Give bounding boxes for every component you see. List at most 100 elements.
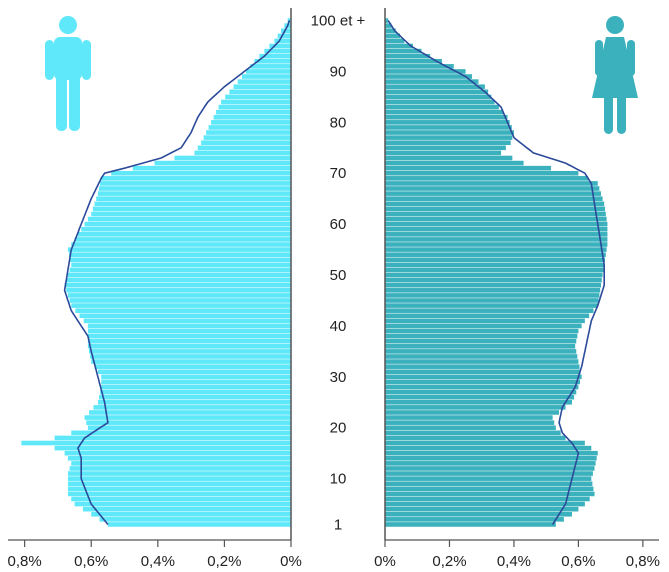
men-bar-age-56 (71, 242, 292, 247)
men-bar-age-2 (99, 517, 291, 522)
men-bar-age-90 (246, 69, 291, 74)
men-bar-age-38 (87, 333, 291, 339)
men-bar-age-61 (87, 216, 291, 222)
women-bar-age-84 (385, 99, 495, 105)
men-bar-age-69 (101, 176, 291, 181)
women-bar-age-17 (385, 440, 585, 446)
men-bar-age-48 (64, 282, 291, 288)
men-outline-line (63, 20, 291, 526)
women-bar-age-34 (385, 354, 578, 359)
women-bar-age-46 (385, 293, 600, 298)
women-bar-age-35 (385, 349, 577, 354)
age-axis-label: 100 et + (311, 13, 366, 30)
women-bar-age-72 (385, 160, 524, 166)
men-bar-age-78 (206, 130, 291, 135)
men-bar-age-43 (75, 308, 291, 313)
men-bar-age-73 (174, 155, 291, 161)
men-bar-age-57 (74, 237, 292, 242)
men-bar-age-15 (64, 450, 291, 456)
men-bar-age-21 (86, 420, 291, 425)
men-bar-age-88 (237, 79, 291, 84)
age-axis-label: 30 (330, 369, 347, 386)
women-bar-age-88 (385, 79, 479, 84)
women-bar-age-32 (385, 364, 580, 369)
men-bar-age-37 (87, 338, 291, 344)
women-bar-age-86 (385, 89, 489, 95)
men-bar-age-47 (66, 288, 291, 293)
women-bar-age-65 (385, 196, 603, 201)
age-axis-label: 80 (330, 114, 347, 131)
women-bar-age-23 (385, 410, 560, 415)
women-bar-age-55 (385, 247, 607, 252)
men-bar-age-71 (132, 165, 291, 171)
women-bar-age-15 (385, 450, 598, 456)
men-bar-age-1 (107, 522, 291, 527)
men-bar-age-58 (77, 232, 291, 237)
women-bar-age-94 (385, 48, 422, 54)
women-bar-age-68 (385, 181, 598, 186)
women-bar-age-81 (385, 114, 508, 120)
women-bar-age-33 (385, 359, 579, 364)
axes-group: 0,8% 0,6% 0,4% 0,2% 0% 0% 0,2% 0,4% 0,6% 0,8% (8, 8, 660, 570)
men-bar-age-67 (99, 186, 291, 191)
women-bar-age-21 (385, 420, 555, 425)
men-bar-age-28 (101, 384, 291, 390)
men-bar-age-4 (82, 506, 291, 512)
men-bar-age-26 (99, 394, 291, 400)
men-x-tick-label: 0,8% (8, 553, 42, 570)
men-bar-age-27 (100, 389, 291, 395)
age-axis-label: 10 (330, 471, 347, 488)
women-bar-age-43 (385, 308, 594, 313)
women-bar-age-6 (385, 496, 590, 502)
women-bar-age-47 (385, 288, 601, 293)
men-bar-age-32 (94, 364, 292, 369)
women-bar-age-49 (385, 277, 602, 283)
men-bar-age-54 (69, 252, 291, 257)
men-bar-age-91 (250, 64, 291, 69)
men-bar-age-46 (67, 293, 291, 298)
women-bar-age-44 (385, 303, 598, 308)
women-bar-age-74 (385, 150, 502, 156)
men-bar-age-7 (67, 491, 291, 497)
men-bar-age-36 (87, 344, 291, 349)
women-bar-age-98 (385, 28, 396, 34)
women-bar-age-69 (385, 176, 589, 181)
men-bar-age-79 (208, 125, 291, 130)
men-bar-age-45 (69, 298, 291, 303)
women-bar-age-36 (385, 344, 576, 349)
men-bar-age-41 (83, 318, 292, 324)
woman-icon (592, 16, 638, 134)
men-bar-age-6 (71, 496, 292, 502)
women-bar-age-99 (385, 23, 392, 28)
women-bar-age-92 (385, 58, 442, 64)
men-bar-age-83 (218, 104, 291, 110)
men-bar-age-31 (97, 369, 291, 375)
women-bar-age-58 (385, 232, 608, 237)
men-x-tick-label: 0,6% (74, 553, 108, 570)
women-bar-age-48 (385, 282, 601, 288)
women-bars-group (385, 18, 608, 527)
men-bar-age-74 (194, 150, 291, 156)
women-bar-age-95 (385, 43, 413, 49)
women-outline-line (387, 20, 605, 525)
women-bar-age-22 (385, 415, 553, 420)
men-bar-age-62 (91, 211, 291, 217)
men-x-tick-label: 0% (280, 553, 302, 570)
women-bar-age-31 (385, 369, 581, 375)
women-bar-age-73 (385, 155, 513, 161)
men-bar-age-12 (69, 466, 291, 471)
men-bar-age-97 (277, 33, 291, 39)
women-bar-age-16 (385, 445, 592, 451)
men-bar-age-53 (70, 257, 291, 263)
women-bar-age-80 (385, 120, 510, 125)
age-axis-label: 40 (330, 318, 347, 335)
women-bar-age-79 (385, 125, 512, 130)
age-axis-label: 1 (334, 516, 342, 533)
age-axis-label: 50 (330, 267, 347, 284)
women-bar-age-10 (385, 476, 592, 481)
men-bar-age-76 (201, 140, 291, 145)
men-x-tick-label: 0,4% (141, 553, 175, 570)
women-bar-age-12 (385, 466, 595, 471)
women-bar-age-93 (385, 53, 431, 59)
